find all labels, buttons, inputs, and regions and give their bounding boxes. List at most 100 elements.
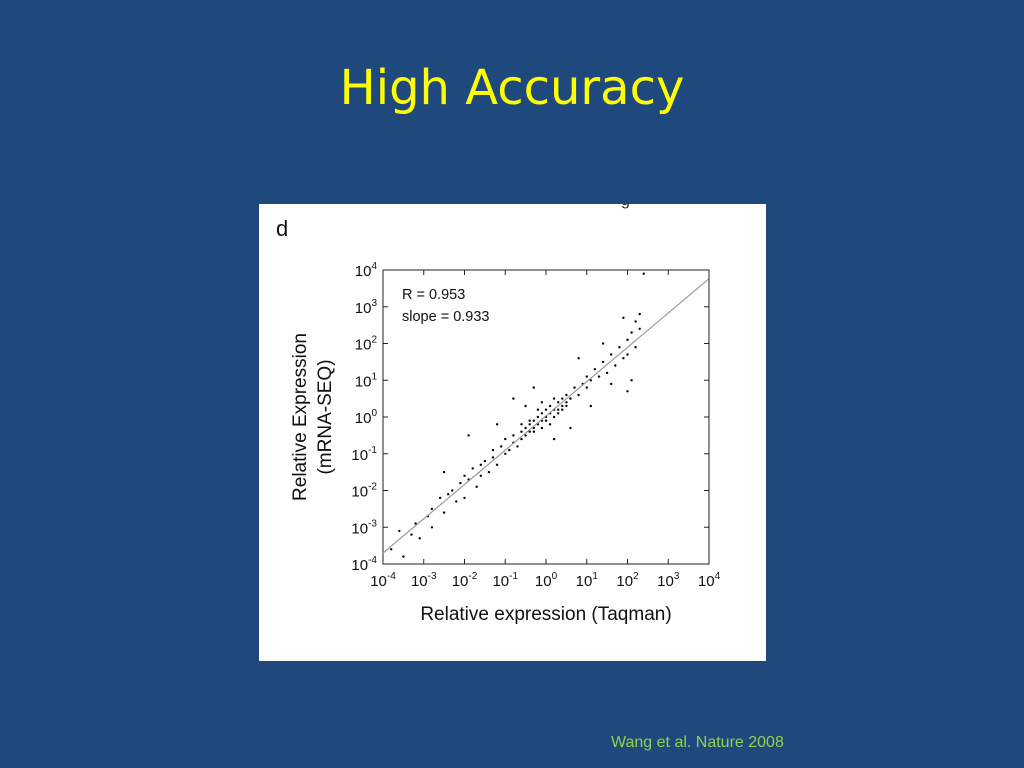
- y-tick-label: 102: [355, 335, 378, 354]
- data-point: [561, 408, 564, 411]
- y-tick-label: 10-3: [351, 518, 377, 537]
- data-point: [565, 404, 568, 408]
- data-point: [390, 548, 393, 551]
- data-point: [524, 426, 527, 430]
- data-point: [561, 397, 564, 400]
- data-point: [463, 496, 466, 500]
- data-point: [532, 386, 535, 389]
- x-tick-label: 100: [535, 571, 558, 590]
- data-point: [512, 434, 515, 437]
- data-point: [442, 470, 446, 474]
- data-point: [548, 404, 552, 408]
- data-point: [430, 507, 434, 511]
- x-tick-label: 10-2: [452, 571, 478, 590]
- data-point: [520, 430, 523, 433]
- y-tick-label: 103: [355, 298, 378, 317]
- y-tick-label: 104: [355, 261, 378, 280]
- data-point: [528, 419, 531, 422]
- data-point: [630, 379, 633, 382]
- data-point: [614, 364, 617, 367]
- data-point: [601, 360, 605, 364]
- data-point: [585, 375, 588, 378]
- data-point: [642, 272, 645, 275]
- data-point: [565, 393, 568, 397]
- data-point: [552, 437, 556, 441]
- annotation-r: R = 0.953: [402, 287, 465, 303]
- data-point: [418, 537, 421, 540]
- data-point: [483, 459, 487, 463]
- data-point: [451, 489, 454, 492]
- data-point: [585, 386, 588, 389]
- data-point: [520, 423, 523, 426]
- data-point: [577, 357, 580, 360]
- y-tick-label: 101: [355, 371, 378, 390]
- data-point: [536, 408, 540, 411]
- data-point: [569, 426, 572, 430]
- data-point: [528, 430, 531, 433]
- citation: Wang et al. Nature 2008: [611, 734, 784, 751]
- y-tick-label: 10-1: [351, 445, 377, 464]
- annotation-slope: slope = 0.933: [402, 309, 489, 325]
- data-point: [475, 485, 478, 488]
- data-point: [601, 342, 605, 345]
- data-point: [638, 312, 641, 316]
- data-point: [626, 353, 629, 356]
- data-point: [610, 382, 613, 386]
- y-axis-label-line1: Relative Expression: [290, 333, 311, 501]
- data-point: [532, 419, 535, 422]
- data-point: [536, 415, 540, 419]
- data-point: [442, 511, 446, 514]
- data-point: [593, 368, 597, 371]
- data-point: [495, 423, 499, 426]
- y-tick-label: 100: [355, 408, 378, 427]
- data-point: [487, 470, 491, 474]
- x-axis-label: Relative expression (Taqman): [420, 604, 671, 625]
- y-tick-label: 10-2: [351, 482, 377, 501]
- data-point: [565, 401, 568, 404]
- data-point: [540, 412, 544, 415]
- data-point: [504, 452, 507, 455]
- data-point: [528, 423, 531, 426]
- data-points: [390, 272, 645, 558]
- data-point: [540, 426, 544, 430]
- data-point: [544, 408, 548, 411]
- data-point: [516, 445, 519, 448]
- data-point: [630, 331, 633, 334]
- data-point: [414, 522, 417, 525]
- data-point: [610, 353, 613, 356]
- data-point: [569, 397, 572, 400]
- panel-letter: d: [276, 216, 289, 241]
- data-point: [589, 404, 592, 408]
- x-tick-label: 10-1: [492, 571, 518, 590]
- data-point: [622, 316, 625, 319]
- slide-title: High Accuracy: [339, 60, 685, 116]
- data-point: [557, 401, 560, 404]
- cropped-glyph: g: [621, 204, 630, 210]
- data-point: [455, 500, 458, 503]
- data-point: [398, 529, 401, 533]
- data-point: [548, 423, 552, 426]
- fit-line: [382, 278, 709, 554]
- data-point: [544, 419, 548, 422]
- data-point: [479, 474, 482, 477]
- data-point: [524, 404, 527, 408]
- data-point: [467, 434, 470, 437]
- data-point: [512, 397, 515, 400]
- data-point: [552, 397, 556, 400]
- data-point: [540, 401, 544, 404]
- data-point: [402, 555, 405, 558]
- data-point: [508, 448, 511, 452]
- data-point: [524, 434, 527, 437]
- data-point: [532, 430, 535, 433]
- y-tick-label: 10-4: [351, 555, 377, 574]
- data-point: [589, 379, 592, 382]
- data-point: [626, 390, 629, 393]
- data-point: [504, 437, 507, 441]
- data-point: [438, 496, 442, 500]
- x-tick-label: 102: [616, 571, 639, 590]
- data-point: [447, 493, 450, 496]
- data-point: [491, 448, 495, 452]
- data-point: [626, 338, 629, 341]
- data-point: [430, 526, 434, 529]
- x-tick-label: 101: [576, 571, 599, 590]
